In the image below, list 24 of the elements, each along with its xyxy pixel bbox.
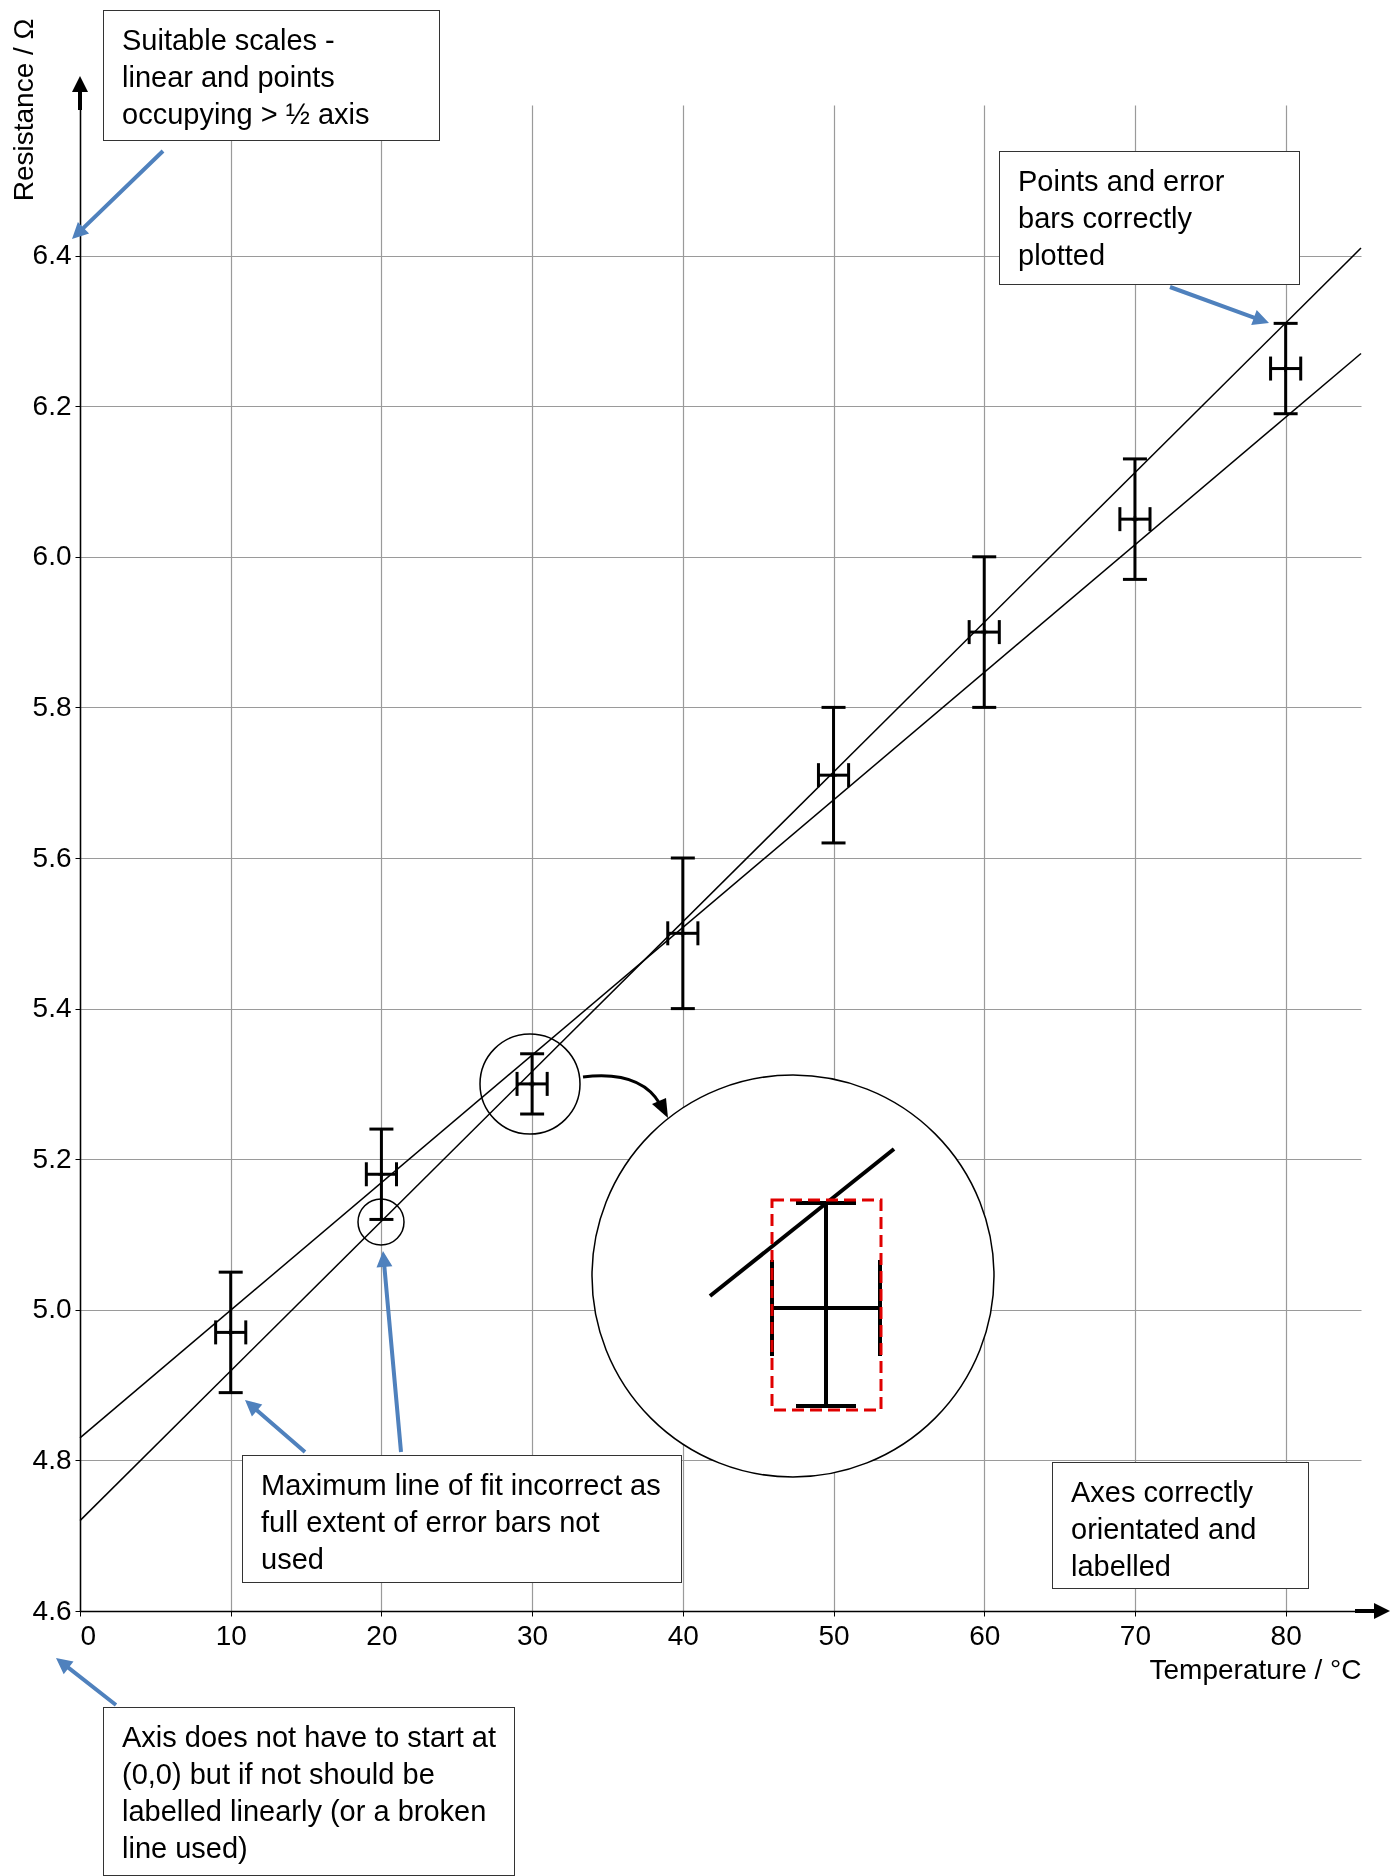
y-tick-label: 5.2 [32, 1142, 72, 1174]
y-tick-label: 6.2 [32, 389, 72, 421]
annotation: Suitable scales - linear and points occupying > ½ axis [121, 23, 371, 132]
x-tick-label: 20 [366, 1619, 398, 1651]
y-tick-label: 5.6 [32, 841, 72, 873]
x-tick-label: 70 [1119, 1619, 1152, 1651]
x-tick-label: 30 [517, 1619, 549, 1651]
y-tick-label: 5.4 [32, 992, 72, 1024]
x-tick-label: 0 [80, 1619, 97, 1651]
annotation: Axes correctly orientated and labelled [1070, 1475, 1258, 1584]
y-axis-title: Resistance / Ω [7, 18, 39, 202]
y-tick-label: 5.8 [32, 690, 72, 722]
x-tick-label: 40 [667, 1619, 699, 1651]
x-tick-label: 50 [818, 1619, 850, 1651]
y-tick-label: 4.6 [32, 1594, 72, 1626]
x-axis-title: Temperature / °C [1149, 1653, 1362, 1685]
x-tick-label: 10 [215, 1619, 247, 1651]
x-tick-label: 60 [969, 1619, 1001, 1651]
x-tick-label: 80 [1270, 1619, 1302, 1651]
annotation: Maximum line of fit incorrect as full extent of error bars not used [260, 1468, 662, 1577]
y-tick-label: 4.8 [32, 1443, 72, 1475]
y-tick-label: 6.4 [32, 239, 72, 271]
y-tick-label: 5.0 [32, 1293, 72, 1325]
y-tick-label: 6.0 [32, 540, 72, 572]
